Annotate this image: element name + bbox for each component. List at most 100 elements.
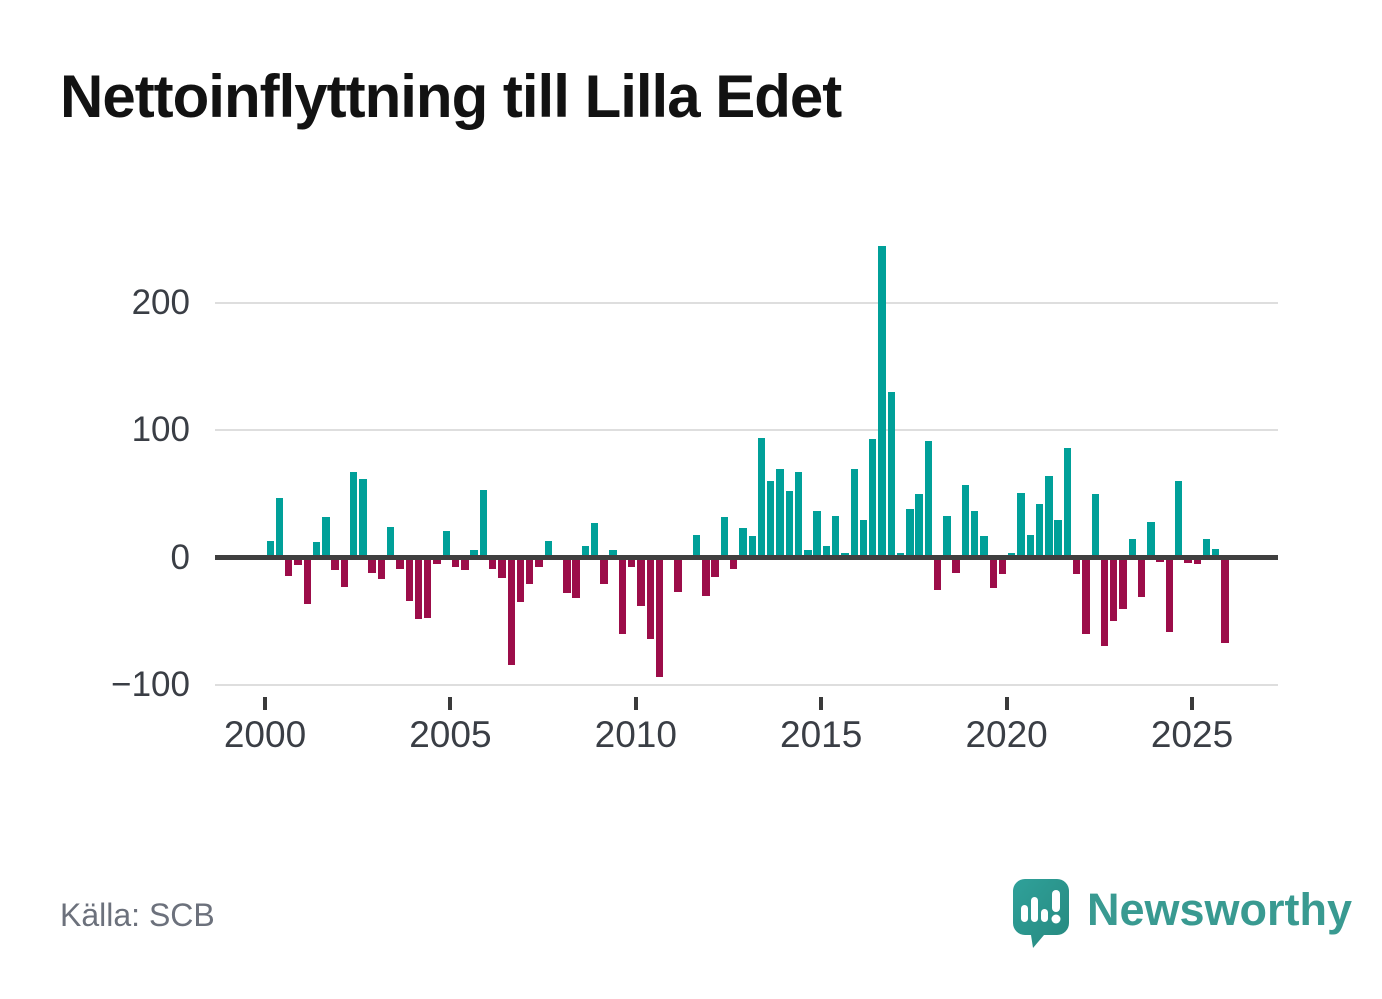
bar-2001-q2 — [312, 542, 321, 558]
bar-2004-q4 — [442, 530, 451, 558]
bar-2004-q2 — [424, 557, 432, 618]
bar-2021-q1 — [1045, 476, 1053, 558]
bar-2021-q2 — [1054, 519, 1062, 558]
bar-2023-q4 — [1147, 522, 1155, 558]
bar-2016-q2 — [869, 439, 877, 558]
bar-2021-q4 — [1072, 557, 1081, 575]
bar-2009-q1 — [600, 557, 608, 585]
newsworthy-logo: Newsworthy — [1012, 878, 1352, 955]
y-axis-label: 100 — [131, 410, 190, 450]
bar-2009-q3 — [618, 557, 627, 635]
bar-2015-q4 — [850, 468, 858, 558]
bar-2024-q4 — [1184, 557, 1192, 563]
bar-2010-q1 — [637, 557, 645, 607]
bar-2020-q1 — [1008, 552, 1016, 558]
bar-2013-q1 — [748, 536, 756, 558]
bar-2018-q4 — [961, 485, 970, 558]
bar-2015-q3 — [841, 552, 849, 558]
bar-2000-q2 — [275, 497, 284, 558]
x-axis-label: 2010 — [594, 714, 677, 755]
bar-2019-q2 — [980, 536, 988, 558]
bar-2015-q1 — [822, 546, 831, 558]
bar-2005-q3 — [470, 550, 478, 558]
bar-2017-q4 — [924, 440, 933, 558]
bar-2013-q4 — [776, 468, 784, 558]
bar-2006-q1 — [488, 557, 497, 570]
bar-2022-q2 — [1091, 494, 1099, 558]
bar-2016-q3 — [878, 245, 886, 558]
bar-2005-q1 — [451, 557, 460, 567]
y-axis-label: −100 — [111, 665, 190, 705]
x-axis-tick-2020 — [1004, 697, 1009, 710]
gridline-y-100 — [215, 429, 1278, 432]
bar-2018-q1 — [933, 557, 942, 590]
bar-2003-q1 — [377, 557, 386, 580]
bar-2017-q3 — [915, 494, 923, 558]
x-axis-label: 2020 — [965, 714, 1048, 755]
bar-2024-q2 — [1165, 557, 1174, 632]
bar-2013-q3 — [767, 481, 775, 558]
bar-2002-q1 — [340, 557, 349, 587]
bar-2014-q4 — [813, 510, 821, 558]
bar-2020-q4 — [1035, 504, 1044, 558]
x-axis-tick-2025 — [1190, 697, 1194, 710]
x-axis-label: 2025 — [1150, 714, 1234, 755]
bar-2019-q4 — [998, 557, 1007, 575]
x-axis-tick-2015 — [819, 697, 824, 710]
bar-2002-q2 — [349, 472, 358, 558]
bar-2002-q4 — [368, 557, 376, 573]
bar-2018-q2 — [943, 515, 951, 558]
bar-2019-q1 — [971, 510, 979, 558]
bar-2011-q1 — [674, 557, 682, 593]
bar-2003-q2 — [387, 527, 395, 558]
bar-2007-q1 — [526, 557, 534, 585]
bar-2022-q3 — [1100, 557, 1109, 646]
bar-2000-q3 — [285, 557, 293, 576]
bar-2014-q2 — [794, 472, 803, 558]
bar-2023-q3 — [1137, 557, 1146, 598]
bar-2001-q3 — [322, 516, 330, 558]
bar-2019-q3 — [989, 557, 997, 589]
bar-2004-q3 — [433, 557, 441, 565]
bar-2008-q1 — [563, 557, 571, 594]
x-axis-zero-line — [215, 555, 1278, 561]
x-axis-label: 2005 — [409, 714, 492, 755]
bar-2004-q1 — [414, 557, 423, 619]
bar-2024-q3 — [1174, 481, 1183, 558]
bar-2017-q1 — [896, 552, 905, 558]
x-axis-label: 2000 — [223, 714, 307, 755]
x-axis-tick-2010 — [633, 697, 638, 710]
bar-2023-q2 — [1128, 538, 1136, 558]
y-axis-label: 0 — [170, 537, 190, 577]
bar-2020-q3 — [1026, 534, 1035, 558]
x-axis-tick-2005 — [448, 697, 453, 710]
source-label: Källa: SCB — [60, 897, 215, 933]
bar-2025-q2 — [1202, 538, 1211, 558]
chart-title: Nettoinflyttning till Lilla Edet — [60, 63, 842, 130]
bar-2001-q1 — [303, 557, 311, 604]
x-axis-tick-2000 — [263, 697, 267, 710]
bar-2014-q3 — [804, 550, 812, 558]
bar-2025-q3 — [1212, 548, 1220, 558]
bar-2012-q2 — [720, 516, 729, 558]
bar-2009-q4 — [628, 557, 636, 567]
bar-2008-q2 — [572, 557, 580, 599]
y-axis-label: 200 — [131, 283, 190, 323]
bar-2008-q3 — [581, 546, 590, 558]
bar-2015-q2 — [831, 515, 840, 558]
bar-2013-q2 — [757, 438, 766, 558]
bar-2012-q3 — [730, 557, 738, 570]
bar-2006-q2 — [498, 557, 506, 579]
bar-2002-q3 — [359, 478, 367, 558]
newsworthy-logo-icon — [1012, 878, 1070, 955]
bar-2005-q4 — [479, 490, 488, 558]
bar-2006-q4 — [516, 557, 525, 603]
bar-2011-q4 — [702, 557, 710, 596]
bar-2005-q2 — [461, 557, 469, 571]
bar-2014-q1 — [785, 491, 793, 558]
bar-2016-q1 — [859, 519, 868, 558]
gridline-y--100 — [215, 684, 1278, 687]
bar-2001-q4 — [331, 557, 339, 571]
